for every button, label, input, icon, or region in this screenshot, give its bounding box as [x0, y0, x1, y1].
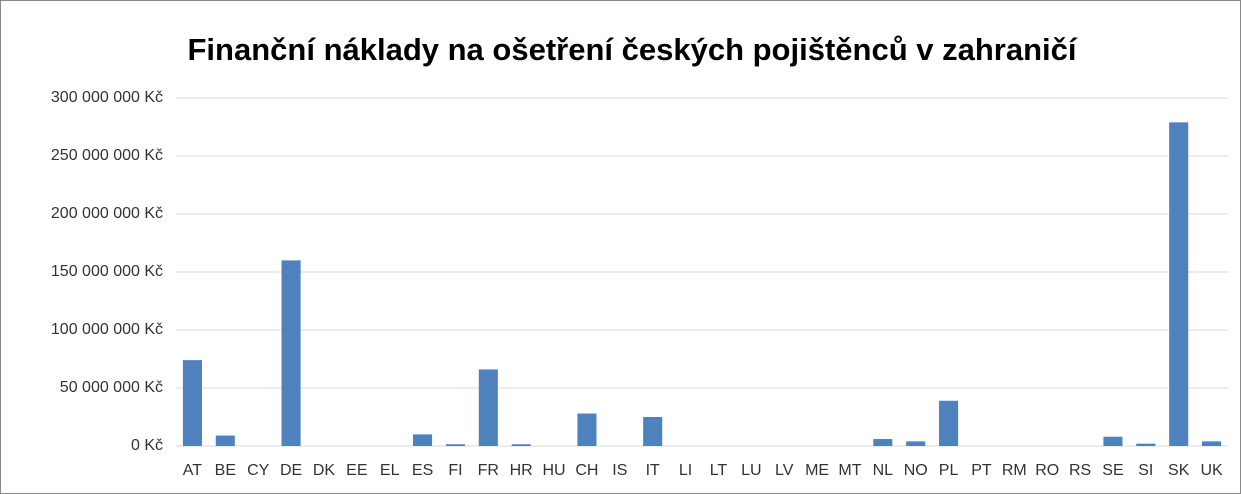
y-tick-label: 300 000 000 Kč [51, 89, 163, 106]
x-tick-label: AT [183, 462, 202, 479]
x-tick-label: PT [971, 462, 992, 479]
x-tick-label: CH [575, 462, 598, 479]
x-tick-label: HR [510, 462, 533, 479]
x-tick-label: RO [1035, 462, 1059, 479]
bar [182, 360, 202, 446]
x-tick-label: IS [612, 462, 627, 479]
bar [577, 413, 597, 446]
x-tick-label: MT [838, 462, 861, 479]
x-tick-label: LU [741, 462, 761, 479]
x-tick-label: NL [873, 462, 894, 479]
x-tick-label: UK [1200, 462, 1223, 479]
bar [1169, 122, 1189, 447]
y-tick-label: 50 000 000 Kč [60, 379, 163, 396]
chart-title: Finanční náklady na ošetření českých poj… [188, 32, 1078, 67]
x-tick-label: PL [939, 462, 959, 479]
bar [906, 441, 926, 446]
bar [643, 417, 663, 446]
x-tick-label: HU [543, 462, 566, 479]
bar [445, 444, 465, 446]
x-tick-label: IT [646, 462, 660, 479]
y-tick-label: 200 000 000 Kč [51, 205, 163, 222]
bar [1202, 441, 1222, 446]
y-tick-label: 150 000 000 Kč [51, 263, 163, 280]
y-tick-label: 250 000 000 Kč [51, 147, 163, 164]
x-tick-label: DK [313, 462, 336, 479]
x-tick-label: EE [346, 462, 367, 479]
x-tick-label: CY [247, 462, 270, 479]
x-tick-label: SI [1138, 462, 1153, 479]
bar [281, 260, 301, 446]
x-tick-label: LI [679, 462, 692, 479]
x-tick-label: BE [215, 462, 236, 479]
x-tick-label: LV [775, 462, 794, 479]
bar [478, 369, 498, 446]
x-tick-label: ME [805, 462, 829, 479]
x-tick-label: FR [478, 462, 499, 479]
x-tick-label: EL [380, 462, 400, 479]
x-tick-label: SK [1168, 462, 1190, 479]
y-tick-label: 100 000 000 Kč [51, 321, 163, 338]
y-tick-label: 0 Kč [131, 437, 163, 454]
bar [215, 435, 235, 446]
bar [413, 434, 433, 446]
x-tick-label: DE [280, 462, 302, 479]
x-tick-label: ES [412, 462, 433, 479]
x-tick-label: FI [448, 462, 462, 479]
x-tick-label: SE [1102, 462, 1123, 479]
x-tick-label: NO [904, 462, 928, 479]
x-tick-label: RS [1069, 462, 1091, 479]
bar [511, 444, 531, 446]
bar [873, 439, 893, 446]
x-tick-label: RM [1002, 462, 1027, 479]
bar [939, 400, 959, 446]
bar [1136, 443, 1156, 446]
bar [1103, 436, 1123, 446]
x-tick-label: LT [710, 462, 728, 479]
